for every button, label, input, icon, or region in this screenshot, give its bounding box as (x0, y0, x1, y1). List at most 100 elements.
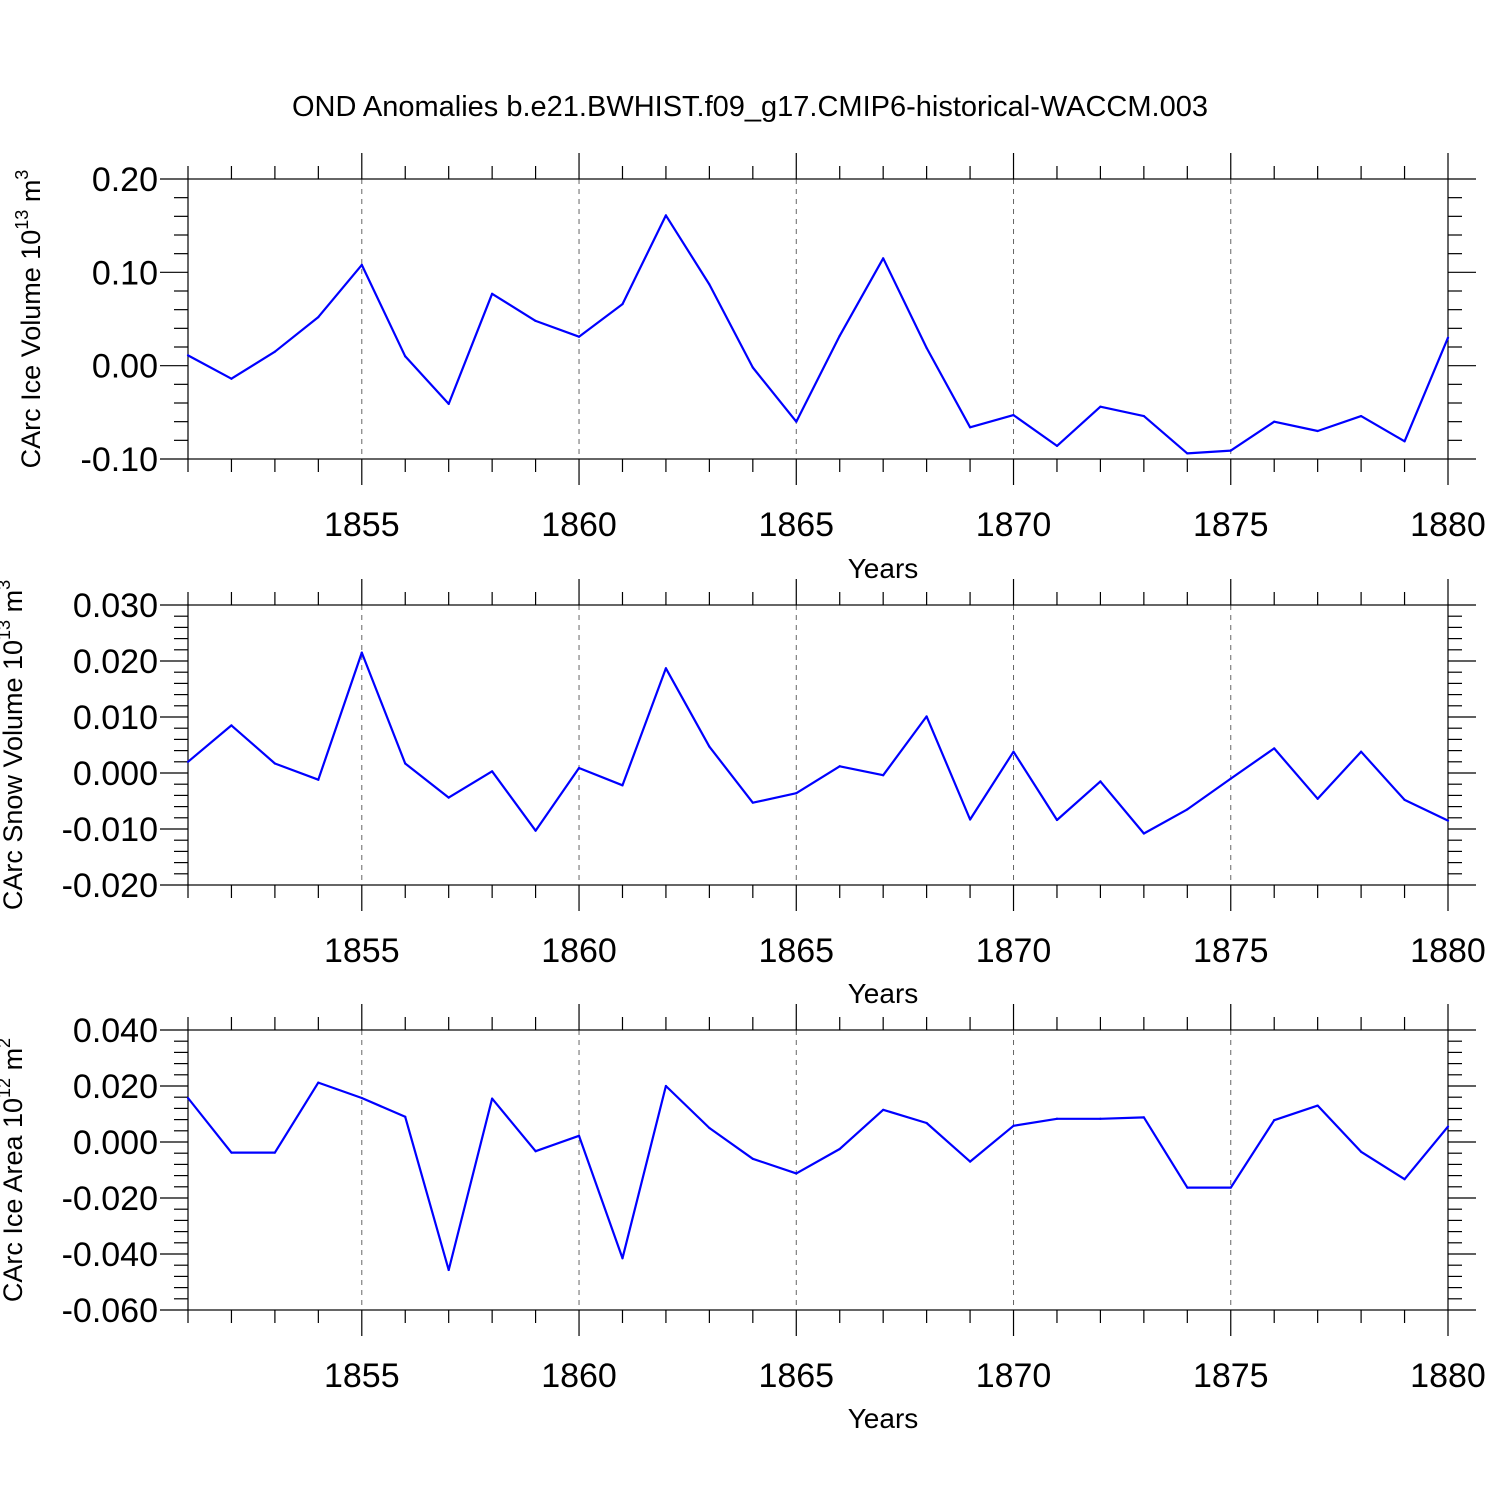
data-point (795, 1172, 798, 1175)
data-point (447, 402, 450, 406)
data-point (664, 214, 668, 217)
data-point (1012, 414, 1015, 417)
data-point (882, 257, 885, 260)
data-point (968, 818, 972, 821)
data-point (664, 667, 668, 670)
data-point (404, 762, 407, 765)
x-axis-label: Years (848, 978, 919, 1009)
data-point (1316, 797, 1319, 800)
data-point (534, 1150, 537, 1153)
data-point (1273, 420, 1276, 423)
x-tick-label: 1865 (758, 932, 834, 970)
x-tick-label: 1870 (976, 506, 1052, 544)
data-point (230, 1151, 233, 1154)
data-point (1316, 1104, 1319, 1107)
data-point (1273, 747, 1276, 750)
data-point (1229, 449, 1232, 452)
x-tick-label: 1875 (1193, 506, 1269, 544)
data-point (317, 1081, 320, 1084)
data-point (751, 801, 754, 804)
y-tick-label: -0.020 (62, 1180, 158, 1218)
data-point (1142, 1116, 1145, 1119)
series-line (187, 651, 1449, 835)
data-point (273, 762, 276, 765)
data-point (838, 765, 841, 768)
x-tick-label: 1855 (324, 1357, 400, 1395)
data-point (1012, 750, 1015, 753)
data-point (491, 770, 494, 773)
y-tick-label: 0.000 (73, 755, 158, 793)
data-point (751, 366, 754, 369)
x-tick-label: 1855 (324, 506, 400, 544)
data-point (360, 1096, 363, 1100)
plot-frame (187, 178, 1449, 460)
y-tick-label: 0.020 (73, 1068, 158, 1106)
data-point (1316, 429, 1319, 433)
panels: 1855 1860 1865 1870 1875 1880 Years -0.10 0.00 0.… (0, 153, 1486, 1434)
data-point (1360, 750, 1363, 753)
y-tick-label: -0.060 (62, 1292, 158, 1330)
data-point (1273, 1119, 1276, 1122)
y-tick-label: -0.010 (62, 811, 158, 849)
data-point (621, 784, 624, 787)
data-point (1055, 1117, 1059, 1120)
data-point (491, 292, 494, 295)
series-line (187, 214, 1450, 455)
x-tick-label: 1880 (1410, 506, 1486, 544)
y-tick-label: 0.010 (73, 699, 158, 737)
data-point (838, 1147, 841, 1151)
data-point (404, 355, 407, 358)
x-axis-label: Years (848, 553, 919, 584)
data-point (1186, 1186, 1189, 1189)
data-point (925, 715, 928, 718)
chart-title: OND Anomalies b.e21.BWHIST.f09_g17.CMIP6… (292, 91, 1208, 123)
data-point (534, 319, 537, 322)
data-point (360, 263, 363, 266)
data-point (1360, 1150, 1363, 1153)
y-tick-label: -0.10 (81, 441, 159, 479)
data-point (447, 1268, 450, 1272)
data-point (795, 420, 798, 423)
x-tick-label: 1880 (1410, 932, 1486, 970)
x-tick-label: 1870 (976, 932, 1052, 970)
data-point (491, 1097, 494, 1100)
data-point (1229, 777, 1232, 780)
x-tick-label: 1870 (976, 1357, 1052, 1395)
data-point (708, 1126, 711, 1130)
plot-frame (187, 604, 1449, 886)
data-point (838, 334, 841, 337)
data-point (1142, 414, 1145, 418)
y-tick-label: 0.00 (92, 348, 158, 386)
data-point (186, 1096, 190, 1100)
y-tick-label: 0.10 (92, 254, 158, 292)
x-tick-label: 1875 (1193, 932, 1269, 970)
data-point (186, 354, 190, 357)
data-point (273, 1151, 276, 1154)
data-point (1099, 405, 1102, 408)
data-point (1099, 780, 1102, 783)
data-point (360, 651, 363, 654)
x-axis-label: Years (848, 1403, 919, 1434)
data-point (621, 302, 624, 306)
data-point (925, 346, 928, 350)
data-point (1360, 414, 1363, 418)
data-point (968, 426, 972, 429)
data-point (317, 316, 320, 319)
data-point (1403, 1178, 1406, 1181)
data-point (1446, 336, 1450, 339)
x-tick-label: 1855 (324, 932, 400, 970)
y-tick-label: 0.040 (73, 1012, 158, 1050)
y-axis-label: CArc Ice Volume 1013 m3 (12, 170, 46, 469)
data-point (1012, 1124, 1015, 1127)
x-tick-label: 1860 (541, 1357, 617, 1395)
plot-frame (187, 1029, 1449, 1311)
data-point (751, 1157, 754, 1160)
data-point (1403, 440, 1406, 443)
x-tick-label: 1875 (1193, 1357, 1269, 1395)
data-point (577, 766, 581, 770)
data-point (882, 774, 885, 777)
x-tick-label: 1865 (758, 506, 834, 544)
data-point (1099, 1117, 1102, 1120)
